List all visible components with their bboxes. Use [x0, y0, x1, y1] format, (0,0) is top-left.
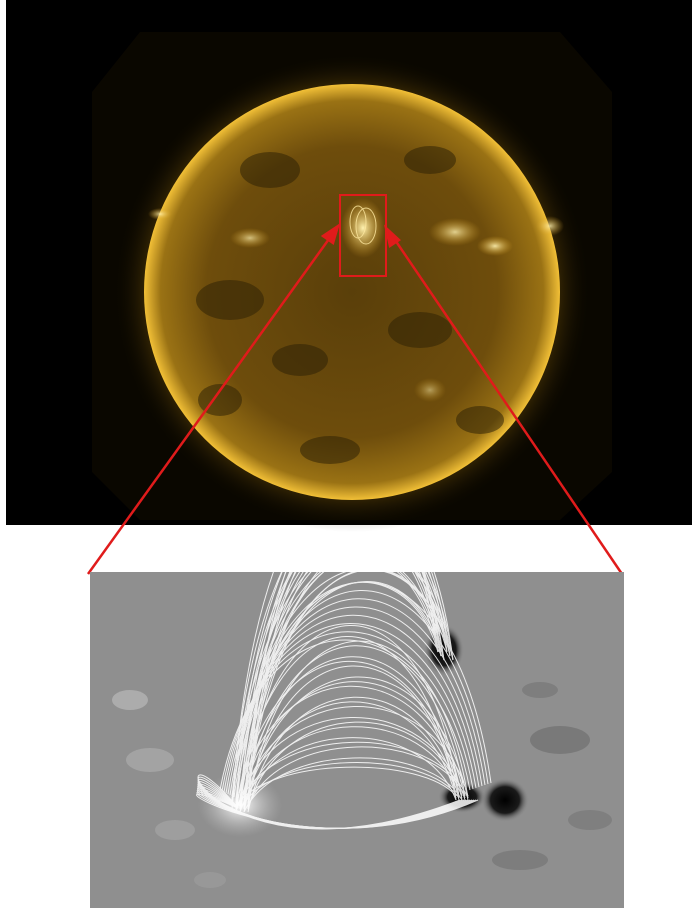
field-line	[247, 746, 466, 807]
field-line	[196, 793, 479, 829]
field-line	[196, 789, 475, 829]
field-line	[239, 737, 457, 813]
field-line	[231, 572, 442, 804]
field-line	[243, 726, 460, 807]
field-line	[243, 757, 463, 813]
field-line	[239, 681, 466, 810]
field-line	[239, 625, 460, 807]
field-line	[231, 572, 445, 801]
field-line	[235, 636, 457, 813]
magnetic-field-lines	[196, 572, 492, 830]
surface-texture	[196, 146, 504, 464]
active-region-box	[339, 194, 387, 277]
field-line	[231, 590, 489, 797]
field-line	[196, 791, 477, 829]
right-connector-line	[389, 233, 624, 575]
coronal-loops-thumbnail	[349, 205, 377, 245]
left-arrowhead	[320, 223, 341, 246]
bright-active-regions	[148, 198, 564, 402]
field-line	[247, 572, 442, 810]
field-line	[247, 665, 457, 807]
field-line	[229, 598, 486, 796]
field-line	[239, 572, 451, 807]
field-line	[247, 572, 439, 801]
zoom-connectors	[86, 223, 624, 575]
field-line	[233, 581, 492, 798]
field-line	[243, 701, 457, 810]
solar-disk-panel	[6, 0, 692, 532]
magnetogram-panel	[90, 572, 624, 908]
field-line	[235, 572, 448, 804]
field-line	[243, 645, 466, 807]
solar-disk	[144, 84, 560, 500]
left-connector-line	[86, 231, 336, 575]
field-line	[235, 660, 460, 810]
negative-sunspot-right	[481, 778, 529, 822]
field-line	[243, 572, 445, 801]
magnetogram-noise	[112, 682, 612, 888]
field-line	[247, 696, 460, 813]
field-line	[197, 787, 473, 829]
right-arrowhead	[383, 224, 402, 249]
field-line	[235, 572, 451, 801]
